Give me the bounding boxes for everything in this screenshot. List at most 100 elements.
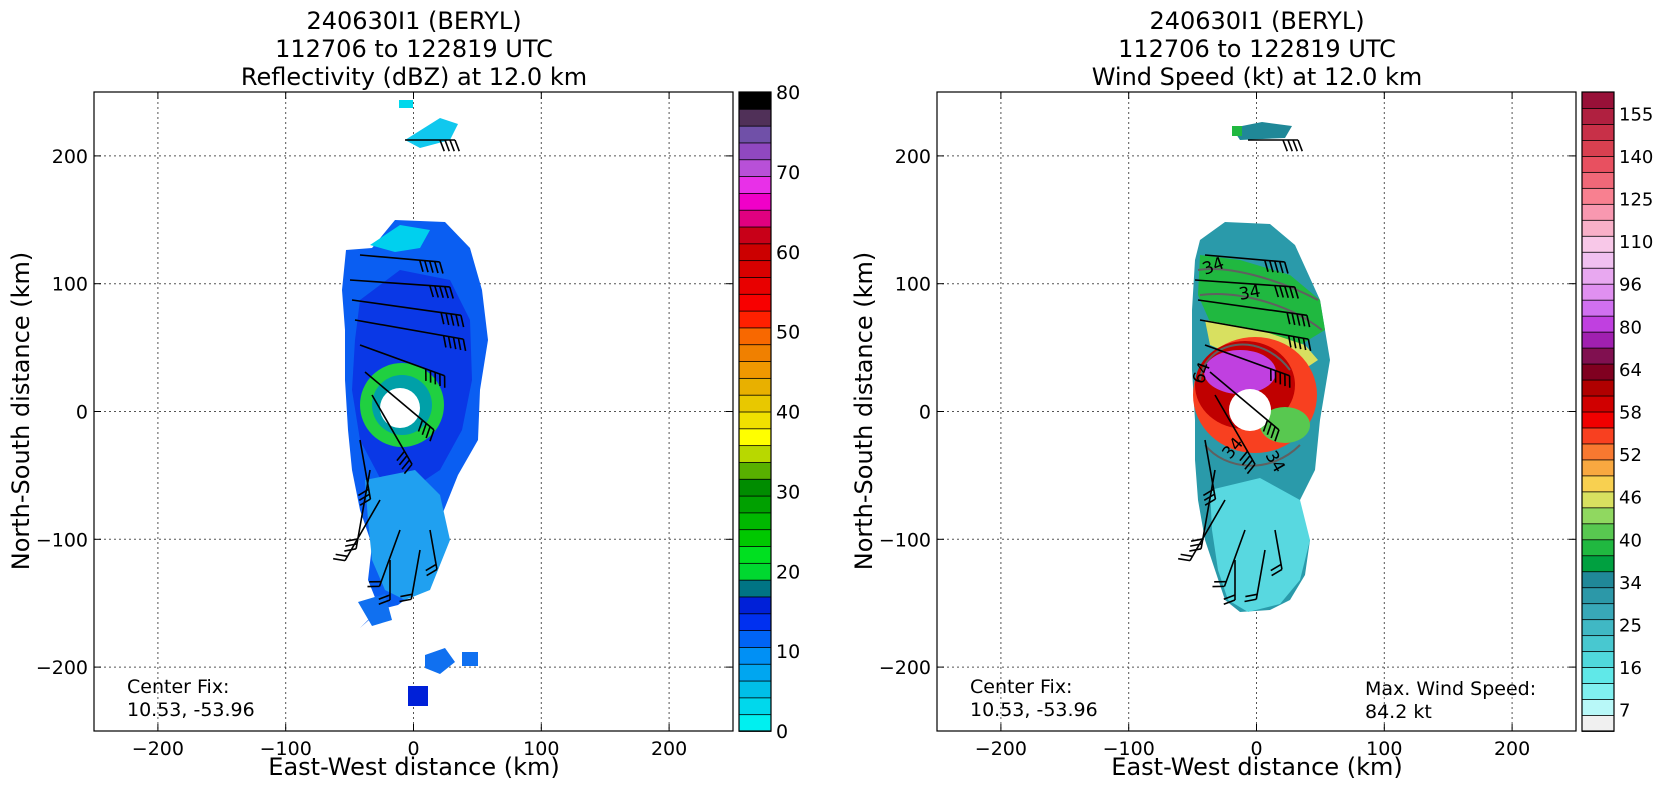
wind-barb-feather (445, 140, 449, 151)
colorbar-segment (739, 193, 771, 210)
colorbar-segment (739, 344, 771, 361)
colorbar-tick-label: 20 (776, 561, 800, 583)
colorbar-tick-label: 58 (1619, 403, 1642, 424)
wind-barb-feather (1178, 559, 1190, 561)
reflectivity-eye (380, 388, 420, 428)
colorbar-segment (1582, 619, 1614, 635)
colorbar-segment (1582, 412, 1614, 428)
colorbar-segment (1582, 332, 1614, 348)
colorbar-segment (1582, 459, 1614, 475)
wind-barb-feather (450, 140, 454, 151)
colorbar-segment (739, 512, 771, 529)
colorbar-segment (1582, 603, 1614, 619)
y-tick-label: 0 (919, 402, 931, 424)
colorbar-segment (739, 395, 771, 412)
x-tick-label: 200 (651, 738, 687, 760)
colorbar-segment (1582, 475, 1614, 491)
colorbar-tick-label: 40 (1619, 530, 1642, 551)
colorbar-segment (1582, 188, 1614, 204)
panel2-center-fix-value: 10.53, -53.96 (970, 699, 1098, 721)
colorbar-segment (1582, 268, 1614, 284)
colorbar-segment (739, 681, 771, 698)
colorbar-segment (739, 126, 771, 143)
colorbar-tick-label: 10 (776, 641, 800, 663)
colorbar-segment (739, 563, 771, 580)
colorbar-segment (739, 176, 771, 193)
colorbar-segment (739, 596, 771, 613)
y-tick-label: 200 (895, 146, 931, 168)
colorbar-segment (1582, 539, 1614, 555)
y-tick-label: −200 (879, 657, 931, 679)
reflectivity-north-speck (399, 100, 413, 108)
colorbar-segment (739, 378, 771, 395)
colorbar-segment (739, 361, 771, 378)
colorbar-tick-label: 0 (776, 721, 788, 743)
colorbar-segment (1582, 348, 1614, 364)
colorbar-segment (739, 445, 771, 462)
colorbar-segment (1582, 204, 1614, 220)
wind-inner-core-purple (1204, 350, 1276, 394)
panel1-center-fix-value: 10.53, -53.96 (127, 699, 255, 721)
colorbar-segment (739, 210, 771, 227)
colorbar-segment (739, 714, 771, 731)
colorbar-segment (739, 260, 771, 277)
colorbar-tick-label: 80 (776, 82, 800, 104)
x-tick-label: 200 (1494, 738, 1530, 760)
colorbar-segment (739, 613, 771, 630)
panel1-reflectivity-field (333, 100, 488, 706)
reflectivity-south-speck-1 (408, 686, 428, 706)
colorbar-segment (1582, 443, 1614, 459)
colorbar-tick-label: 25 (1619, 616, 1642, 637)
colorbar-segment (739, 647, 771, 664)
colorbar-segment (1582, 220, 1614, 236)
panel2-x-axis-label: East-West distance (km) (1111, 753, 1402, 781)
colorbar-segment (1582, 284, 1614, 300)
colorbar-segment (739, 428, 771, 445)
y-tick-label: −100 (879, 529, 931, 551)
panel1-x-axis-label: East-West distance (km) (268, 753, 559, 781)
y-tick-label: 100 (52, 274, 88, 296)
colorbar-segment (1582, 651, 1614, 667)
colorbar-segment (739, 142, 771, 159)
colorbar-segment (739, 227, 771, 244)
colorbar-tick-label: 52 (1619, 445, 1642, 466)
colorbar-segment (739, 580, 771, 597)
colorbar-tick-label: 16 (1619, 658, 1642, 679)
colorbar-tick-label: 70 (776, 162, 800, 184)
colorbar-tick-label: 110 (1619, 232, 1653, 253)
colorbar-tick-label: 155 (1619, 104, 1653, 125)
wind-barb-feather (455, 140, 459, 151)
panel1-title-line2: 112706 to 122819 UTC (275, 35, 553, 63)
panel2-center-fix-label: Center Fix: (970, 676, 1072, 698)
colorbar-tick-label: 125 (1619, 190, 1653, 211)
colorbar-segment (739, 159, 771, 176)
colorbar-segment (739, 412, 771, 429)
wind-north-fragment-green (1232, 126, 1242, 136)
colorbar-segment (1582, 380, 1614, 396)
colorbar-segment (1582, 364, 1614, 380)
colorbar-segment (739, 277, 771, 294)
wind-barb-feather (336, 554, 348, 556)
colorbar-segment (1582, 92, 1614, 108)
max-wind-speed-label: Max. Wind Speed: (1365, 678, 1536, 700)
reflectivity-north-fragment (405, 118, 458, 148)
colorbar-segment (739, 479, 771, 496)
colorbar-tick-label: 96 (1619, 275, 1642, 296)
wind-barb-feather (1293, 140, 1297, 151)
colorbar-segment (739, 496, 771, 513)
colorbar-segment (739, 697, 771, 714)
y-tick-label: 200 (52, 146, 88, 168)
colorbar-segment (1582, 571, 1614, 587)
colorbar-tick-label: 64 (1619, 360, 1642, 381)
colorbar-segment (739, 92, 771, 109)
colorbar-segment (739, 327, 771, 344)
colorbar-segment (1582, 396, 1614, 412)
reflectivity-south-fragment (425, 648, 455, 674)
colorbar-segment (739, 311, 771, 328)
wind-barb-feather (1181, 554, 1193, 556)
